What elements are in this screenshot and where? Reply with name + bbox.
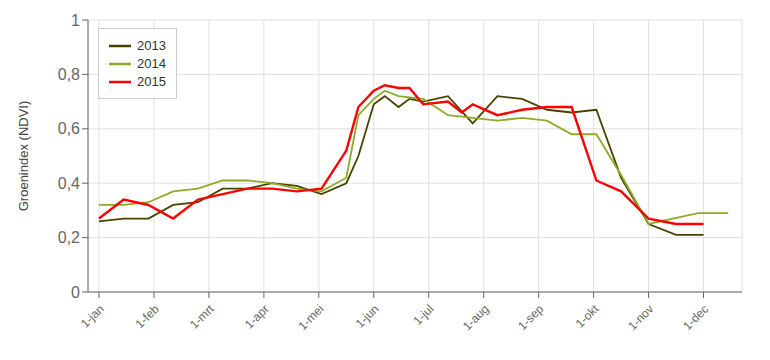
svg-text:0,6: 0,6 — [58, 120, 80, 137]
svg-text:1-mei: 1-mei — [295, 302, 326, 333]
svg-text:1-apr: 1-apr — [242, 302, 272, 332]
html-text:2015: 2015 — [137, 74, 166, 89]
svg-text:1-sep: 1-sep — [515, 302, 546, 333]
svg-text:0: 0 — [71, 284, 80, 301]
svg-text:1-feb: 1-feb — [132, 302, 161, 331]
html-text:2013: 2013 — [137, 38, 166, 53]
svg-text:1-nov: 1-nov — [625, 302, 656, 333]
svg-text:0,8: 0,8 — [58, 66, 80, 83]
svg-text:1-jun: 1-jun — [353, 302, 382, 331]
svg-text:1-aug: 1-aug — [460, 302, 492, 334]
svg-text:1-okt: 1-okt — [573, 301, 602, 330]
svg-text:0,4: 0,4 — [58, 175, 80, 192]
svg-text:1-jan: 1-jan — [78, 302, 107, 331]
svg-text:0,2: 0,2 — [58, 229, 80, 246]
svg-text:1-jul: 1-jul — [411, 302, 437, 328]
html-text:2014: 2014 — [137, 56, 166, 71]
svg-text:1-mrt: 1-mrt — [187, 301, 217, 331]
svg-text:1-dec: 1-dec — [680, 302, 711, 333]
svg-text:1: 1 — [71, 12, 80, 29]
svg-text:Groenindex (NDVI): Groenindex (NDVI) — [16, 101, 31, 212]
